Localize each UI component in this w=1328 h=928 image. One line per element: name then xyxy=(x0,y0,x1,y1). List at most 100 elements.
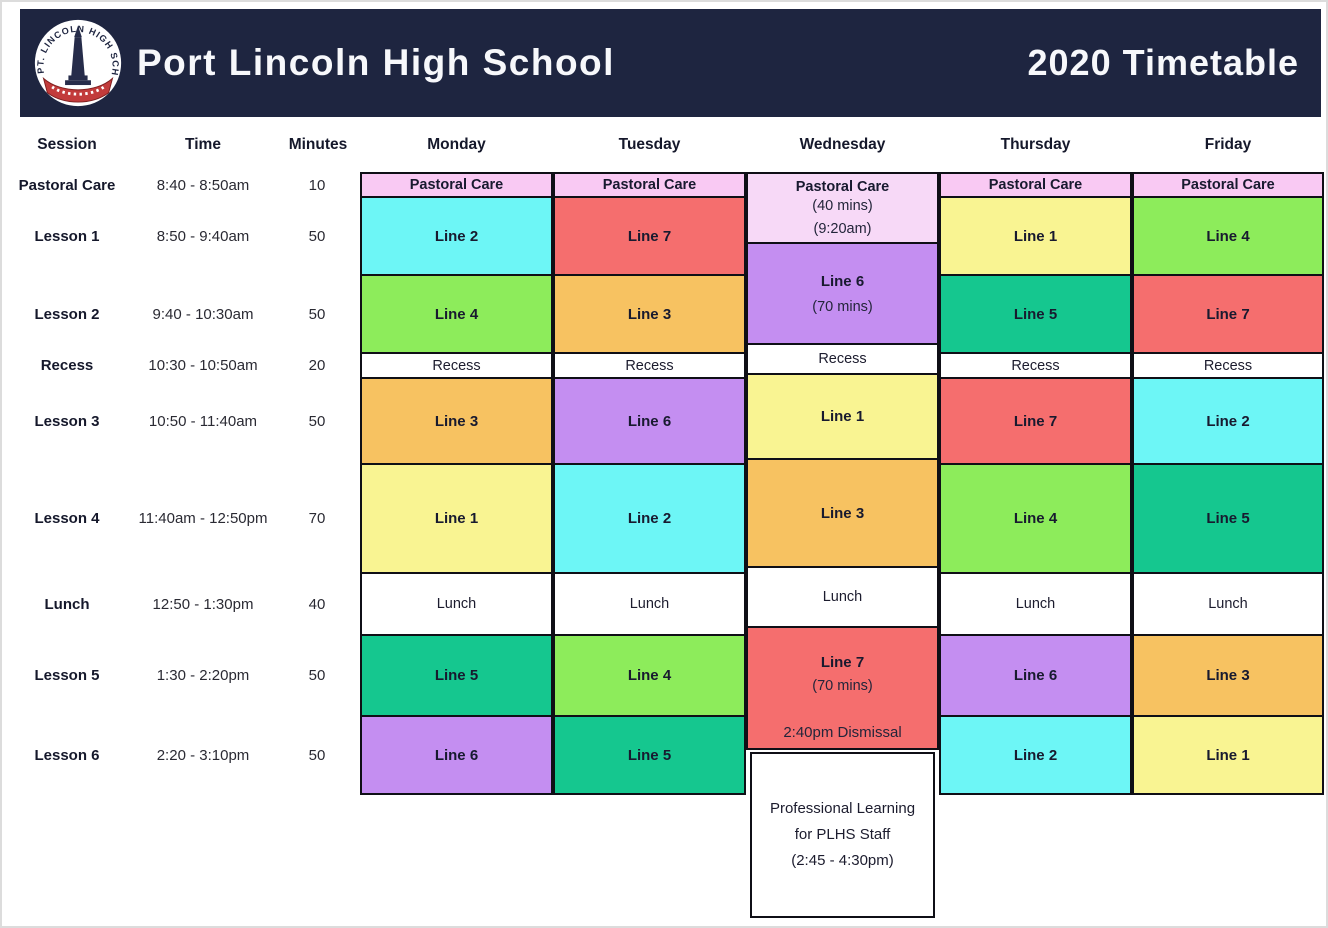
wednesday-morning-block-cell: Line 6 (70 mins) xyxy=(746,242,939,345)
pastoral-care-title: Pastoral Care xyxy=(795,178,890,195)
monday-column: Pastoral Care Line 2 Line 4 Recess Line … xyxy=(360,172,553,797)
wednesday-lesson-4-cell: Line 3 xyxy=(746,458,939,568)
tuesday-lesson-2-cell: Line 3 xyxy=(553,274,746,354)
monday-lesson-4-cell: Line 1 xyxy=(360,463,553,574)
tuesday-lunch-cell: Lunch xyxy=(553,572,746,636)
professional-learning-line-3: (2:45 - 4:30pm) xyxy=(791,852,894,869)
professional-learning-cell: Professional Learning for PLHS Staff (2:… xyxy=(750,752,935,918)
column-header-session: Session xyxy=(37,136,97,153)
line-label: Line 7 xyxy=(820,654,865,671)
session-row-pastoral-care: Pastoral Care 8:40 - 8:50am 10 xyxy=(2,172,360,198)
friday-lesson-2-cell: Line 7 xyxy=(1132,274,1324,354)
column-header-thursday: Thursday xyxy=(1000,136,1071,153)
minutes-label: 20 xyxy=(308,357,326,374)
line-label: Line 6 xyxy=(820,272,865,290)
monday-lesson-1-cell: Line 2 xyxy=(360,196,553,276)
session-label-columns: Pastoral Care 8:40 - 8:50am 10 Lesson 1 … xyxy=(2,172,360,797)
school-crest-icon: PT. LINCOLN HIGH SCHOOL xyxy=(28,9,122,107)
tuesday-pastoral-care-cell: Pastoral Care xyxy=(553,172,746,198)
session-row-lesson-1: Lesson 1 8:50 - 9:40am 50 xyxy=(2,196,360,276)
pastoral-care-duration: (40 mins) xyxy=(812,197,873,214)
friday-lesson-4-cell: Line 5 xyxy=(1132,463,1324,574)
session-label: Lesson 3 xyxy=(34,412,100,430)
minutes-label: 50 xyxy=(308,746,326,764)
wednesday-afternoon-block-cell: Line 7 (70 mins) 2:40pm Dismissal xyxy=(746,626,939,750)
column-header-wednesday: Wednesday xyxy=(799,136,886,153)
minutes-label: 50 xyxy=(308,227,326,245)
line-duration: (70 mins) xyxy=(812,678,873,694)
session-label: Pastoral Care xyxy=(18,176,116,194)
monday-recess-cell: Recess xyxy=(360,352,553,379)
wednesday-pastoral-care-cell: Pastoral Care (40 mins) (9:20am) xyxy=(746,172,939,244)
tuesday-lesson-1-cell: Line 7 xyxy=(553,196,746,276)
friday-lesson-5-cell: Line 3 xyxy=(1132,634,1324,717)
session-row-lesson-2: Lesson 2 9:40 - 10:30am 50 xyxy=(2,274,360,354)
thursday-lesson-1-cell: Line 1 xyxy=(939,196,1132,276)
thursday-recess-cell: Recess xyxy=(939,352,1132,379)
minutes-label: 50 xyxy=(308,412,326,430)
wednesday-column: Pastoral Care (40 mins) (9:20am) Line 6 … xyxy=(746,172,939,918)
wednesday-recess-cell: Recess xyxy=(746,343,939,375)
wednesday-lunch-cell: Lunch xyxy=(746,566,939,628)
column-header-tuesday: Tuesday xyxy=(618,136,681,153)
column-header-friday: Friday xyxy=(1204,136,1252,153)
pastoral-care-time: (9:20am) xyxy=(813,220,872,237)
column-header-minutes: Minutes xyxy=(288,136,348,153)
monday-lesson-2-cell: Line 4 xyxy=(360,274,553,354)
dismissal-note: 2:40pm Dismissal xyxy=(783,724,902,741)
professional-learning-line-2: for PLHS Staff xyxy=(794,826,891,843)
logo-banner xyxy=(42,76,114,103)
line-duration: (70 mins) xyxy=(812,298,873,315)
session-row-lesson-6: Lesson 6 2:20 - 3:10pm 50 xyxy=(2,715,360,795)
time-label: 8:40 - 8:50am xyxy=(156,176,250,194)
session-label: Lesson 4 xyxy=(34,510,100,527)
friday-column: Pastoral Care Line 4 Line 7 Recess Line … xyxy=(1132,172,1324,797)
session-row-lesson-3: Lesson 3 10:50 - 11:40am 50 xyxy=(2,377,360,465)
session-row-recess: Recess 10:30 - 10:50am 20 xyxy=(2,352,360,379)
monday-lunch-cell: Lunch xyxy=(360,572,553,636)
friday-recess-cell: Recess xyxy=(1132,352,1324,379)
thursday-lesson-3-cell: Line 7 xyxy=(939,377,1132,465)
time-label: 8:50 - 9:40am xyxy=(156,227,250,245)
session-label: Lunch xyxy=(44,595,90,613)
time-label: 10:50 - 11:40am xyxy=(148,412,258,430)
session-row-lunch: Lunch 12:50 - 1:30pm 40 xyxy=(2,572,360,636)
logo-tower-icon xyxy=(65,25,91,86)
minutes-label: 40 xyxy=(308,595,326,613)
monday-lesson-5-cell: Line 5 xyxy=(360,634,553,717)
header-band: PT. LINCOLN HIGH SCHOOL Port Lincoln Hig… xyxy=(20,9,1321,117)
thursday-lesson-4-cell: Line 4 xyxy=(939,463,1132,574)
time-label: 1:30 - 2:20pm xyxy=(156,667,250,684)
thursday-lesson-6-cell: Line 2 xyxy=(939,715,1132,795)
professional-learning-line-1: Professional Learning xyxy=(769,800,916,817)
session-label: Lesson 1 xyxy=(34,227,100,245)
session-label: Recess xyxy=(40,357,94,374)
thursday-column: Pastoral Care Line 1 Line 5 Recess Line … xyxy=(939,172,1132,797)
monday-lesson-3-cell: Line 3 xyxy=(360,377,553,465)
session-label: Lesson 5 xyxy=(34,667,100,684)
wednesday-lesson-3-cell: Line 1 xyxy=(746,373,939,460)
thursday-lunch-cell: Lunch xyxy=(939,572,1132,636)
tuesday-lesson-4-cell: Line 2 xyxy=(553,463,746,574)
time-label: 12:50 - 1:30pm xyxy=(152,595,254,613)
tuesday-lesson-6-cell: Line 5 xyxy=(553,715,746,795)
column-header-monday: Monday xyxy=(427,136,486,153)
timetable-year-title: 2020 Timetable xyxy=(1027,42,1299,83)
session-row-lesson-5: Lesson 5 1:30 - 2:20pm 50 xyxy=(2,634,360,717)
time-label: 9:40 - 10:30am xyxy=(152,305,254,323)
column-header-time: Time xyxy=(185,136,221,153)
minutes-label: 70 xyxy=(308,510,326,527)
tuesday-recess-cell: Recess xyxy=(553,352,746,379)
time-label: 2:20 - 3:10pm xyxy=(156,746,250,764)
friday-lesson-6-cell: Line 1 xyxy=(1132,715,1324,795)
tuesday-column: Pastoral Care Line 7 Line 3 Recess Line … xyxy=(553,172,746,797)
monday-lesson-6-cell: Line 6 xyxy=(360,715,553,795)
minutes-label: 50 xyxy=(308,305,326,323)
friday-pastoral-care-cell: Pastoral Care xyxy=(1132,172,1324,198)
tuesday-lesson-3-cell: Line 6 xyxy=(553,377,746,465)
tuesday-lesson-5-cell: Line 4 xyxy=(553,634,746,717)
minutes-label: 50 xyxy=(308,667,326,684)
thursday-lesson-5-cell: Line 6 xyxy=(939,634,1132,717)
minutes-label: 10 xyxy=(308,176,326,194)
friday-lesson-1-cell: Line 4 xyxy=(1132,196,1324,276)
